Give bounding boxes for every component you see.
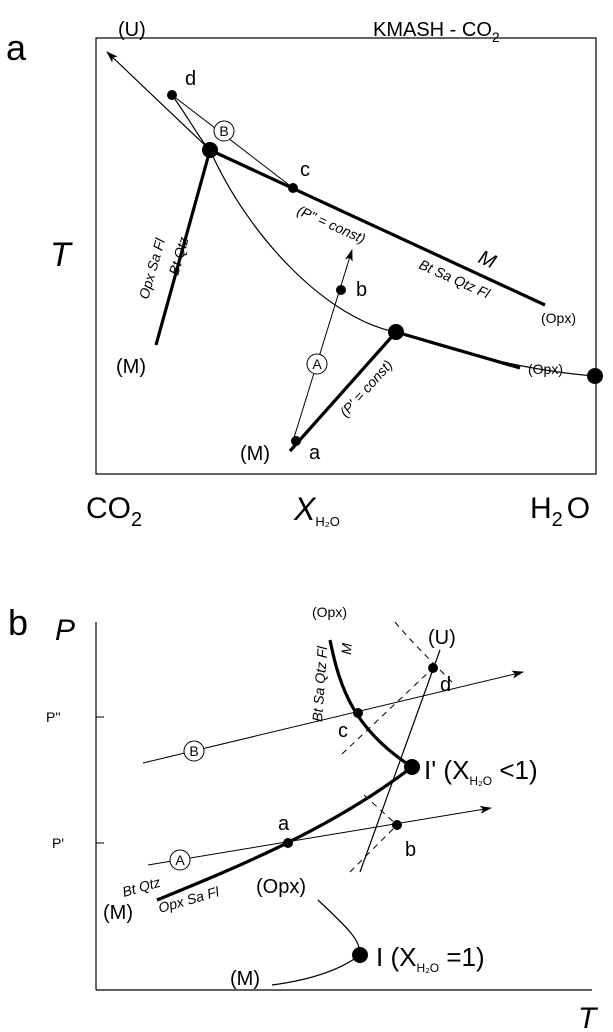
point-a: [283, 838, 293, 848]
x-axis-label-T: T: [578, 1002, 599, 1032]
dashed-b-upper: [363, 794, 398, 826]
panel-a-label: a: [6, 27, 27, 68]
label-I: I (XH₂O =1): [376, 942, 485, 975]
reaction-lower-M: [156, 765, 413, 902]
label-M-italic: M: [475, 246, 499, 273]
circle-A-marker: [306, 353, 328, 375]
line-B-to-c: [171, 94, 294, 189]
reaction-opx-lower: [317, 899, 361, 956]
label-opx-sa-fl: Opx Sa Fl: [136, 236, 169, 301]
reaction-upper-M: [328, 639, 413, 769]
label-bt-qtz: Bt Qtz: [120, 874, 162, 900]
circle-B-marker: [213, 120, 235, 142]
solvus-curve-upper: [171, 94, 596, 377]
dashed-b-lower: [349, 824, 398, 873]
label-M-left: (M): [116, 356, 146, 378]
y-axis-label-T: T: [50, 236, 73, 274]
dashed-d-arc: [394, 621, 456, 686]
reaction-opx-lower: [395, 330, 521, 370]
label-opx-lower: (Opx): [528, 361, 563, 377]
panel-b-label: b: [8, 602, 28, 643]
label-a: a: [278, 813, 290, 835]
isobar-B-arrow: [142, 670, 524, 764]
y-axis-label-P: P: [55, 614, 75, 647]
point-c: [353, 708, 363, 718]
label-M-top: M: [338, 642, 355, 655]
reaction-M-left: [154, 149, 212, 346]
tick-label-p2: P'': [46, 709, 61, 725]
point-b: [336, 285, 346, 295]
label-A: A: [312, 356, 322, 372]
reaction-M-upper: [209, 148, 546, 307]
label-react-top: Bt Sa Qtz Fl: [309, 645, 330, 722]
invariant-point-lower: [388, 324, 404, 340]
invariant-point-I-prime: [404, 759, 420, 775]
label-M-bottom: (M): [230, 968, 260, 990]
panel-a-frame: [95, 37, 597, 475]
label-U: (U): [428, 627, 456, 649]
label-A: A: [175, 852, 185, 868]
dashed-c-d: [341, 667, 434, 755]
panel-a: a KMASH - CO2 T CO2 H2 O XH₂O B A (U): [6, 19, 603, 531]
label-B: B: [219, 123, 228, 139]
label-c: c: [300, 159, 310, 181]
reaction-M-bottom: [271, 954, 361, 986]
path-A-arrow: [292, 249, 353, 442]
point-b: [392, 820, 402, 830]
label-d: d: [440, 674, 451, 696]
label-U: (U): [118, 19, 146, 41]
label-b: b: [405, 839, 416, 861]
label-a: a: [309, 442, 321, 464]
x-axis-right-label: H2 O: [530, 492, 590, 531]
point-a: [291, 436, 301, 446]
point-c: [288, 183, 298, 193]
label-M-bottom: (M): [240, 443, 270, 465]
isobar-A-arrow: [147, 805, 492, 866]
label-B: B: [189, 743, 198, 759]
circle-B-marker: [183, 740, 205, 762]
label-b: b: [356, 279, 367, 301]
invariant-point-h2o: [587, 368, 603, 384]
label-bt-qtz: Bt Qtz: [166, 235, 192, 277]
label-P2-const: (P" = const): [295, 202, 368, 246]
invariant-point-I: [352, 947, 368, 963]
point-d: [167, 90, 177, 100]
circle-A-marker: [169, 849, 191, 871]
invariant-point-upper: [202, 142, 218, 158]
univariant-U: [359, 649, 441, 873]
tick-label-p1: P': [52, 835, 64, 851]
reaction-lower-a: [288, 330, 398, 453]
label-c: c: [338, 720, 348, 742]
label-opx-top: (Opx): [312, 604, 347, 620]
system-label: KMASH - CO2: [373, 19, 500, 45]
x-axis-variable-label: XH₂O: [293, 491, 340, 529]
univariant-U-arrow: [106, 51, 211, 151]
label-M-left: (M): [103, 902, 133, 924]
point-d: [428, 663, 438, 673]
x-axis-left-label: CO2: [86, 492, 142, 531]
label-opx-lower: (Opx): [256, 876, 306, 898]
panel-b: b P T P'' P' B A: [8, 602, 599, 1032]
label-I-prime: I' (XH₂O <1): [424, 755, 538, 788]
label-opx-upper: (Opx): [541, 310, 576, 326]
label-d: d: [185, 68, 196, 90]
